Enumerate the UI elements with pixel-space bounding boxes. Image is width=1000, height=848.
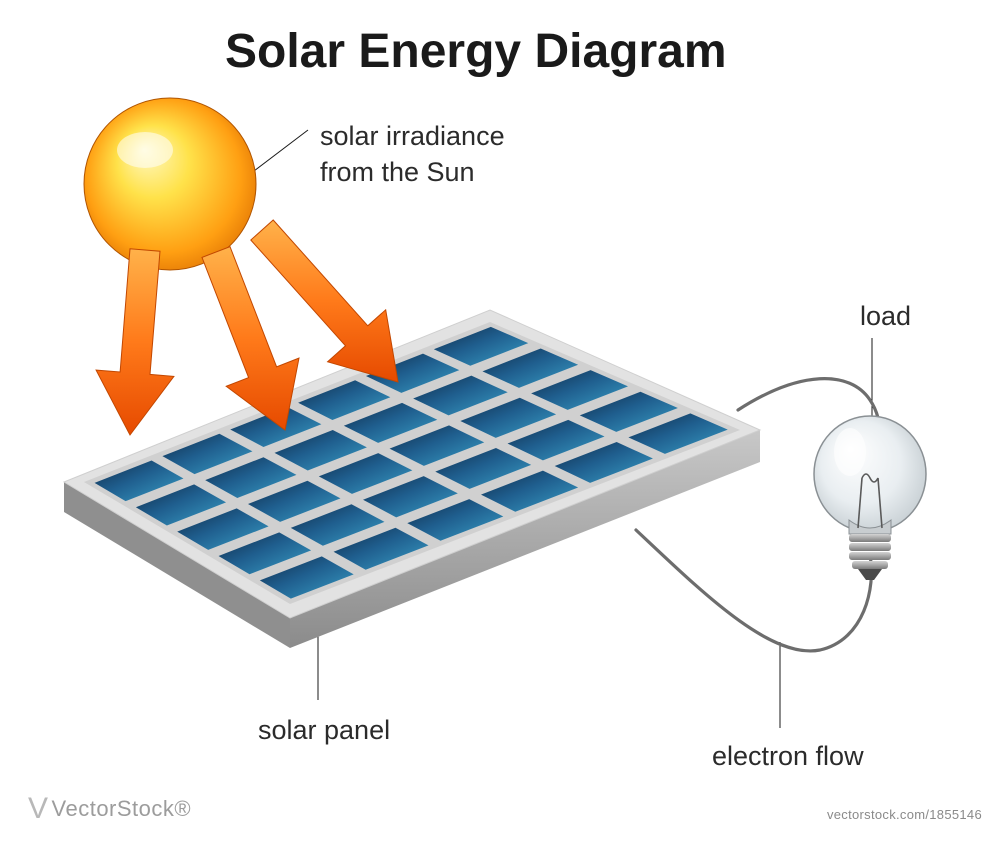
solar-panel-icon [64, 310, 760, 648]
label-panel: solar panel [258, 712, 390, 748]
watermark-brand: VectorStock® [52, 796, 192, 822]
label-load: load [860, 298, 911, 334]
lightbulb-icon [814, 416, 926, 580]
wire-bottom [636, 530, 871, 651]
diagram-canvas: Solar Energy Diagram [0, 0, 1000, 848]
watermark-url: vectorstock.com/1855146 [827, 807, 982, 822]
sun-icon [84, 98, 256, 270]
watermark: VVectorStock® [28, 792, 191, 826]
label-irradiance: solar irradiance from the Sun [320, 118, 505, 191]
irradiance-arrow [96, 249, 174, 435]
label-electron: electron flow [712, 738, 864, 774]
